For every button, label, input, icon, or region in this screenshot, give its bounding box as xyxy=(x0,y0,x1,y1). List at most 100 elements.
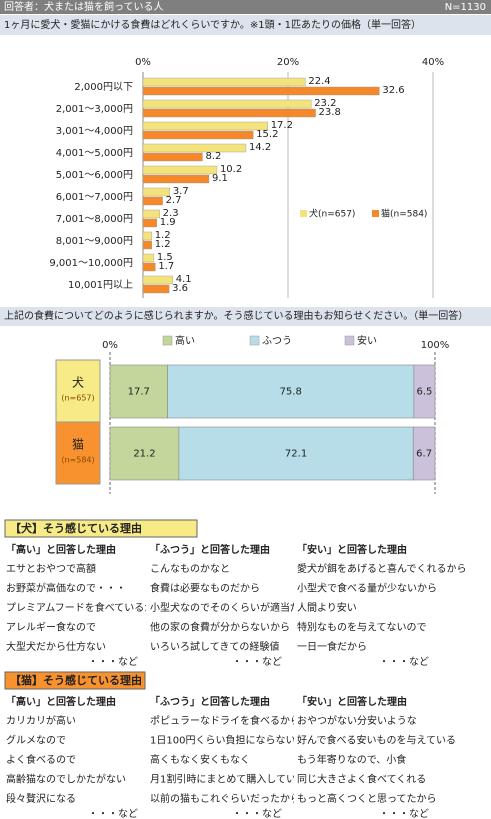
legend-label: 高い xyxy=(175,334,195,347)
value-label: 1.2 xyxy=(155,239,171,250)
legend-swatch xyxy=(372,210,379,217)
bar xyxy=(142,99,312,109)
y-tick-label: 8,001～9,000円 xyxy=(56,236,133,247)
value-label: 21.2 xyxy=(133,449,155,460)
y-tick-label: 5,001～6,000円 xyxy=(56,170,133,181)
value-label: 72.1 xyxy=(285,449,307,460)
reason-item: 大型犬だから仕方ない xyxy=(6,640,106,653)
value-label: 3.7 xyxy=(173,186,189,197)
x-tick-label: 20% xyxy=(277,57,299,68)
reason-item: お野菜が高価なので・・・ xyxy=(6,582,126,595)
reason-item: こんなものかなと xyxy=(150,563,230,575)
reason-item: おやつがない分安いような xyxy=(297,714,417,727)
value-label: 4.1 xyxy=(176,274,192,285)
reason-item: 高齢猫なのでしかたがない xyxy=(6,773,126,786)
reason-item: もっと高くつくと思ってたから xyxy=(297,792,437,805)
y-tick-label: 9,001～10,000円 xyxy=(49,258,133,269)
value-label: 10.2 xyxy=(220,164,242,175)
value-label: 23.2 xyxy=(314,98,336,109)
more-note: ・・・など xyxy=(88,656,138,668)
y-tick-label: 7,001～8,000円 xyxy=(56,214,133,225)
more-note: ・・・など xyxy=(379,656,429,668)
legend-swatch xyxy=(344,335,355,346)
column-heading: 「ふつう」と回答した理由 xyxy=(150,695,270,708)
category-note: (n=657) xyxy=(61,394,94,403)
x-tick-label: 0% xyxy=(135,57,151,68)
reason-column: 「ふつう」と回答した理由こんなものかなと食費は必要なものだから小型犬なのでそのく… xyxy=(150,543,310,668)
sample-size: N=1130 xyxy=(445,2,486,13)
category-label: 猫 xyxy=(72,438,84,452)
reason-item: 小型犬なのでそのくらいが適当だと xyxy=(150,601,310,614)
value-label: 32.6 xyxy=(382,85,404,96)
bar xyxy=(142,143,247,153)
respondents: 回答者：犬または猫を飼っている人 xyxy=(4,0,164,13)
reason-item: 以前の猫もこれぐらいだったから xyxy=(150,792,300,805)
y-tick-label: 2,000円以下 xyxy=(74,82,133,93)
bar xyxy=(142,275,173,285)
value-label: 3.6 xyxy=(172,283,188,294)
y-tick-label: 3,001～4,000円 xyxy=(56,126,133,137)
bar xyxy=(142,240,152,250)
reason-column: 「高い」と回答した理由エサとおやつで高額お野菜が高価なので・・・プレミアムフード… xyxy=(6,543,164,668)
category-box xyxy=(55,421,101,485)
section-title: 【猫】そう感じている理由 xyxy=(10,673,142,687)
value-label: 1.2 xyxy=(155,230,171,241)
legend-swatch xyxy=(300,210,307,217)
reason-item: アレルギー食なので xyxy=(6,621,96,634)
section-title-box xyxy=(4,671,146,690)
bar xyxy=(142,209,160,219)
section-title-box xyxy=(4,519,198,538)
value-label: 2.3 xyxy=(163,208,179,219)
more-note: ・・・など xyxy=(88,808,138,819)
y-tick-label: 2,001～3,000円 xyxy=(56,104,133,115)
reason-item: 人間より安い xyxy=(297,601,357,614)
header-bar xyxy=(0,0,491,14)
bar xyxy=(142,165,218,175)
y-tick-label: 6,001～7,000円 xyxy=(56,192,133,203)
category-note: (n=584) xyxy=(61,456,94,465)
reason-item: 特別なものを与えてないので xyxy=(297,622,427,634)
more-note: ・・・など xyxy=(232,808,282,819)
value-label: 17.2 xyxy=(271,120,293,131)
value-label: 15.2 xyxy=(256,129,278,140)
reason-item: いろいろ試してきての経験値 xyxy=(150,640,279,653)
reason-item: ポピュラーなドライを食べるから xyxy=(150,714,300,727)
value-label: 9.1 xyxy=(212,173,228,184)
question-1: 1ヶ月に愛犬・愛猫にかける食費はどれくらいですか。※1頭・1匹あたりの価格（単一… xyxy=(4,18,421,31)
legend-label: 安い xyxy=(357,334,377,347)
reason-item: 他の家の食費が分からないから xyxy=(150,621,290,634)
section-title: 【犬】そう感じている理由 xyxy=(10,521,142,535)
bar xyxy=(142,152,203,162)
x-tick-label: 100% xyxy=(421,340,450,351)
bar-segment xyxy=(413,364,436,419)
reason-item: よく食べるので xyxy=(6,753,76,766)
legend-label: 猫(n=584) xyxy=(381,208,427,220)
reason-item: 1日100円くらい負担にならないよ xyxy=(150,735,305,747)
bar xyxy=(142,262,156,272)
value-label: 22.4 xyxy=(308,76,330,87)
bar-segment xyxy=(412,426,436,481)
reason-item: 月1割引時にまとめて購入している xyxy=(150,773,306,786)
reason-item: プレミアムフードを食べているから xyxy=(6,601,164,614)
reason-item: もう年寄りなので、小食 xyxy=(297,753,406,766)
legend-label: ふつう xyxy=(262,335,292,347)
value-label: 2.7 xyxy=(166,195,182,206)
bar xyxy=(142,174,210,184)
bar xyxy=(142,196,163,206)
value-label: 1.7 xyxy=(158,261,174,272)
column-heading: 「高い」と回答した理由 xyxy=(6,543,116,556)
y-tick-label: 10,001円以上 xyxy=(68,279,133,291)
column-heading: 「安い」と回答した理由 xyxy=(297,695,407,708)
reason-item: 食費は必要なものだから xyxy=(150,582,260,595)
bar xyxy=(142,130,254,140)
reason-column: 「安い」と回答した理由愛犬が餌をあげると喜んでくれるから小型犬で食べる量が少ない… xyxy=(297,543,467,668)
reason-item: エサとおやつで高額 xyxy=(6,562,96,575)
value-label: 17.7 xyxy=(128,387,150,398)
question-2: 上記の食費についてどのように感じられますか。そう感じている理由もお知らせください… xyxy=(4,309,468,322)
reason-item: 一日一食だから xyxy=(297,640,367,653)
value-label: 6.5 xyxy=(416,387,432,398)
x-tick-label: 0% xyxy=(102,340,118,351)
bar-segment xyxy=(178,426,414,481)
